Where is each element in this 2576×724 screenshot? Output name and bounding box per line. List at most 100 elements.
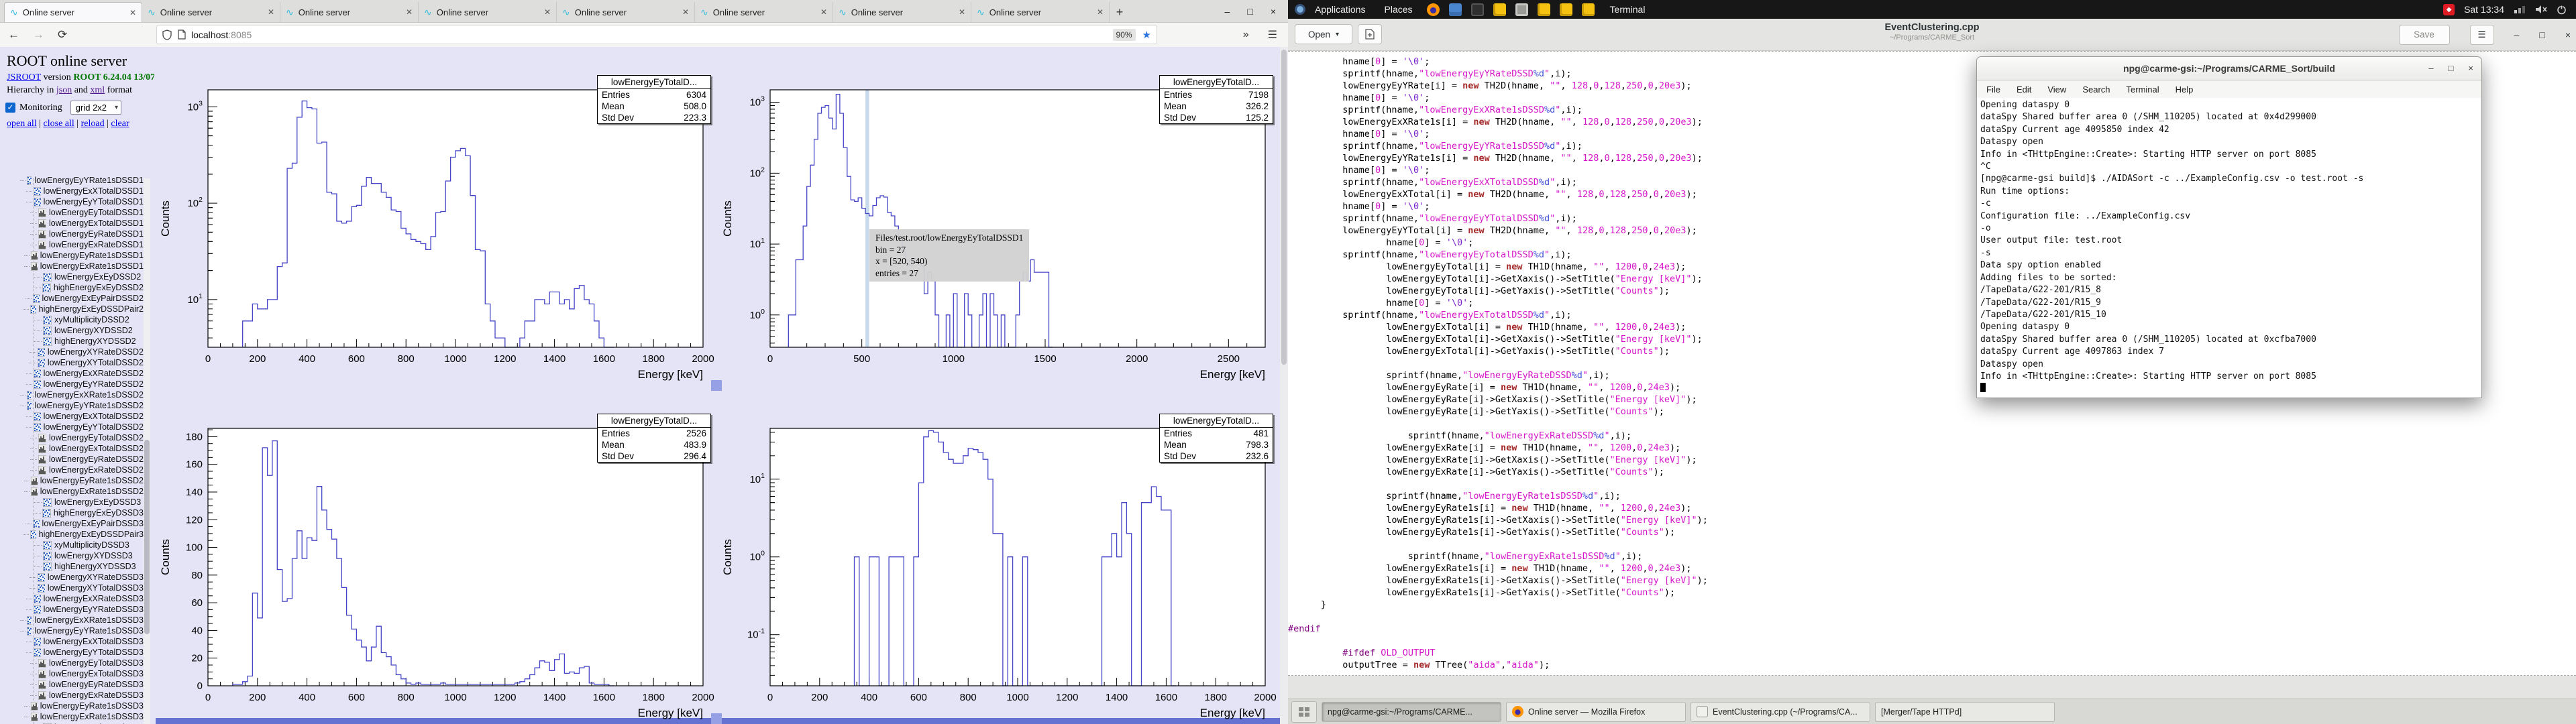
terminal-maximize-button[interactable]: □ <box>2448 63 2454 73</box>
tab-close-icon[interactable]: ✕ <box>267 7 274 17</box>
notification-icon[interactable]: ◆ <box>2443 3 2455 15</box>
tree-item[interactable]: lowEnergyExEyDSSD2 <box>0 272 144 282</box>
terminal-output[interactable]: Opening dataspy 0 dataSpy Shared buffer a… <box>1977 98 2481 398</box>
monitoring-checkbox[interactable]: ✓ <box>5 103 15 113</box>
gedit-minimize-button[interactable]: – <box>2514 29 2520 40</box>
terminal-menu-help[interactable]: Help <box>2175 84 2194 95</box>
terminal-menu-search[interactable]: Search <box>2082 84 2110 95</box>
tree-item[interactable]: lowEnergyEyRateDSSD3 <box>0 679 144 690</box>
tree-item[interactable]: highEnergyExEyDSSD3 <box>0 507 144 518</box>
tree-item[interactable]: lowEnergyExRateDSSD1 <box>0 239 144 250</box>
places-menu[interactable]: Places <box>1384 4 1413 15</box>
tree-item[interactable]: lowEnergyExXTotalDSSD1 <box>0 186 144 196</box>
open-button[interactable]: Open ▾ <box>1295 24 1352 44</box>
firefox-launcher-icon[interactable] <box>1426 3 1440 16</box>
new-tab-button[interactable]: + <box>1116 5 1124 19</box>
tree-item[interactable]: lowEnergyEyTotalDSSD3 <box>0 658 144 668</box>
maximize-button[interactable]: □ <box>1247 6 1253 17</box>
browser-tab[interactable]: ∿ Online server ✕ <box>833 2 971 22</box>
open-all-link[interactable]: open all <box>7 119 37 129</box>
tree-item[interactable]: lowEnergyExRateDSSD3 <box>0 690 144 701</box>
stats-box[interactable]: lowEnergyEyTotalD... Entries 481 Mean 798.3 S… <box>1159 414 1273 463</box>
tree-item[interactable]: lowEnergyEyYTotalDSSD1 <box>0 196 144 207</box>
tree-item[interactable]: lowEnergyEyYRate1sDSSD2 <box>0 400 144 411</box>
tab-close-icon[interactable]: ✕ <box>820 7 827 17</box>
minimize-button[interactable]: – <box>1224 6 1230 17</box>
browser-tab[interactable]: ∿ Online server ✕ <box>280 2 419 22</box>
tree-item[interactable]: highEnergyXYDSSD2 <box>0 336 144 347</box>
tree-item[interactable]: xyMultiplicityDSSD3 <box>0 540 144 550</box>
network-icon[interactable] <box>2514 5 2526 14</box>
applications-menu[interactable]: Applications <box>1315 4 1366 15</box>
save-button[interactable]: Save <box>2398 24 2450 45</box>
tree-item[interactable]: highEnergyExEyDSSDPair3 <box>0 529 144 540</box>
forward-button[interactable]: → <box>33 28 44 41</box>
gedit-maximize-button[interactable]: □ <box>2539 29 2545 40</box>
mines-launcher-icon[interactable] <box>1493 3 1506 16</box>
stats-box[interactable]: lowEnergyEyTotalD... Entries 2526 Mean 483.9… <box>597 414 711 463</box>
tree-item[interactable]: lowEnergyEyTotalDSSD1 <box>0 207 144 218</box>
hamburger-menu-icon[interactable]: ☰ <box>1267 29 1277 41</box>
distro-menu-icon[interactable] <box>1295 4 1305 15</box>
taskbar-item[interactable]: EventClustering.cpp (~/Programs/CA... <box>1690 701 1870 722</box>
mines-launcher-icon[interactable] <box>1559 3 1572 16</box>
bookmark-star-icon[interactable]: ★ <box>1142 29 1151 41</box>
json-link[interactable]: json <box>56 85 72 95</box>
url-bar[interactable]: localhost:8085 90% ★ <box>156 25 1157 44</box>
browser-tab[interactable]: ∿ Online server ✕ <box>4 2 142 22</box>
tab-close-icon[interactable]: ✕ <box>682 7 689 17</box>
tree-item[interactable]: lowEnergyEyRate1sDSSD3 <box>0 701 144 711</box>
tree-item[interactable]: highEnergyExEyDSSD2 <box>0 282 144 293</box>
tree-item[interactable]: lowEnergyEyRateDSSD1 <box>0 229 144 239</box>
overflow-chevron-icon[interactable]: » <box>1242 29 1249 40</box>
tree-item[interactable]: lowEnergyEyYTotalDSSD2 <box>0 422 144 432</box>
taskbar-item[interactable]: Online server — Mozilla Firefox <box>1506 701 1686 722</box>
tree-item[interactable]: lowEnergyEyRate1sDSSD1 <box>0 250 144 261</box>
tree-item[interactable]: lowEnergyEyRate1sDSSD2 <box>0 475 144 486</box>
tree-item[interactable]: lowEnergyExRateDSSD2 <box>0 465 144 475</box>
zoom-level-badge[interactable]: 90% <box>1112 28 1136 41</box>
tree-item[interactable]: lowEnergyExRate1sDSSD1 <box>0 261 144 272</box>
layout-select[interactable]: grid 2x2 ▾ <box>70 101 122 115</box>
tab-close-icon[interactable]: ✕ <box>405 7 413 17</box>
terminal-menu-terminal[interactable]: Terminal <box>2126 84 2159 95</box>
tree-item[interactable]: lowEnergyExRate1sDSSD2 <box>0 486 144 497</box>
new-document-button[interactable] <box>1358 24 1382 44</box>
terminal-menu-view[interactable]: View <box>2047 84 2067 95</box>
grid-splitter-handle[interactable] <box>711 380 722 391</box>
tree-item[interactable]: lowEnergyExRate1sDSSD3 <box>0 711 144 722</box>
tree-item[interactable]: lowEnergyXYDSSD3 <box>0 550 144 561</box>
browser-tab[interactable]: ∿ Online server ✕ <box>419 2 557 22</box>
close-all-link[interactable]: close all <box>43 119 74 129</box>
tree-item[interactable]: lowEnergyEyRateDSSD2 <box>0 454 144 465</box>
grid-splitter-handle[interactable] <box>711 713 722 724</box>
terminal-minimize-button[interactable]: – <box>2428 63 2434 73</box>
sidebar-scrollbar[interactable] <box>144 178 150 724</box>
tree-item[interactable]: lowEnergyExTotalDSSD2 <box>0 443 144 454</box>
tree-item[interactable]: highEnergyExEyDSSDPair2 <box>0 304 144 314</box>
focused-window-label[interactable]: Terminal <box>1609 4 1646 15</box>
root-canvas-pad[interactable]: 0 200 400 600 800 1000 1200 1400 1600 1800 2000 101… <box>156 47 718 385</box>
tree-item[interactable]: lowEnergyXYRateDSSD2 <box>0 347 144 357</box>
tree-item[interactable]: lowEnergyExXTotalDSSD3 <box>0 636 144 647</box>
stats-box[interactable]: lowEnergyEyTotalD... Entries 7198 Mean 326.2… <box>1159 75 1273 124</box>
clear-link[interactable]: clear <box>111 119 129 129</box>
stats-box[interactable]: lowEnergyEyTotalD... Entries 6304 Mean 508.0… <box>597 75 711 124</box>
root-canvas-pad[interactable]: 0 500 1000 1500 2000 2500 100 101 102 103 Energy [… <box>718 47 1280 385</box>
tree-item[interactable]: lowEnergyXYRateDSSD3 <box>0 572 144 583</box>
tree-item[interactable]: highEnergyXYDSSD3 <box>0 561 144 572</box>
reload-link[interactable]: reload <box>80 119 105 129</box>
tree-item[interactable]: lowEnergyXYDSSD2 <box>0 325 144 336</box>
mines-launcher-icon[interactable] <box>1581 3 1595 16</box>
root-canvas-pad[interactable]: 0 200 400 600 800 1000 1200 1400 1600 1800 2000 0 20… <box>156 385 718 724</box>
power-icon[interactable] <box>2557 5 2567 15</box>
workspace-switcher[interactable] <box>1291 701 1317 723</box>
tree-item[interactable]: lowEnergyExEyPairDSSD3 <box>0 518 144 529</box>
page-scrollbar[interactable] <box>1280 47 1288 724</box>
tree-item[interactable]: lowEnergyEyYRateDSSD3 <box>0 604 144 615</box>
tree-item[interactable]: xyMultiplicityDSSD2 <box>0 314 144 325</box>
tree-item[interactable]: lowEnergyExTotalDSSD3 <box>0 668 144 679</box>
tab-close-icon[interactable]: ✕ <box>1096 7 1104 17</box>
tree-item[interactable]: lowEnergyExXTotalDSSD2 <box>0 411 144 422</box>
tree-item[interactable]: lowEnergyEyYRateDSSD2 <box>0 379 144 389</box>
